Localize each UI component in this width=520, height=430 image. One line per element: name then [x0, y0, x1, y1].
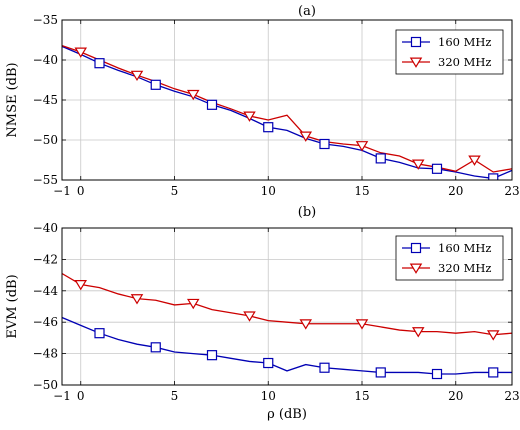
series-group — [62, 44, 512, 180]
chart-panel-a: −1 0 5 10 15 20 23 −55 −50 −45 −40 −35 (a) NMSE (dB) 1… — [5, 4, 520, 198]
x-tick-label: 10 — [261, 184, 276, 198]
y-tick-label: −45 — [33, 93, 58, 107]
series-marker-0 — [375, 153, 386, 164]
legend-marker-0 — [410, 242, 422, 254]
x-tick-label: 15 — [354, 184, 369, 198]
legend-label-0: 160 MHz — [438, 241, 491, 255]
grid — [62, 228, 512, 385]
series-marker-0 — [206, 99, 218, 110]
legend-marker-1 — [409, 263, 423, 274]
panel-title: (a) — [298, 4, 316, 19]
series-marker-0 — [431, 163, 443, 174]
series-marker-0 — [319, 362, 330, 373]
series-marker-1 — [411, 327, 425, 338]
y-tick-label: −40 — [33, 221, 58, 235]
x-tick-label: −1 — [53, 389, 71, 403]
series-marker-0 — [263, 122, 274, 133]
legend: 160 MHz 320 MHz — [395, 29, 504, 75]
series-marker-1 — [130, 294, 144, 305]
y-axis-label: EVM (dB) — [5, 274, 20, 338]
legend: 160 MHz 320 MHz — [395, 235, 504, 281]
tick-labels: −1 0 5 10 15 20 23 −50 −48 −46 −44 −42 −40 — [33, 221, 520, 403]
series-marker-0 — [94, 328, 105, 339]
x-tick-label: 20 — [448, 184, 463, 198]
series-group — [62, 272, 512, 380]
series-marker-1 — [130, 70, 144, 82]
x-tick-label: 15 — [354, 389, 369, 403]
series-marker-1 — [355, 141, 369, 152]
series-marker-0 — [206, 350, 218, 361]
y-tick-label: −40 — [33, 53, 58, 67]
series-marker-1 — [468, 155, 481, 166]
series-marker-1 — [299, 319, 313, 330]
series-marker-1 — [243, 311, 256, 322]
legend-label-1: 320 MHz — [438, 55, 491, 69]
series-marker-0 — [150, 79, 161, 90]
series-marker-0 — [263, 357, 274, 369]
legend-label-0: 160 MHz — [438, 35, 491, 49]
y-axis-label: NMSE (dB) — [5, 62, 20, 137]
series-marker-0 — [375, 367, 386, 378]
series-marker-1 — [74, 280, 88, 291]
y-tick-label: −50 — [33, 378, 58, 392]
y-tick-label: −50 — [33, 133, 58, 147]
x-tick-label: 23 — [504, 184, 519, 198]
y-tick-label: −44 — [33, 284, 59, 298]
x-tick-label: 0 — [77, 184, 85, 198]
y-tick-label: −35 — [33, 13, 58, 27]
y-tick-label: −46 — [33, 315, 58, 329]
series-marker-1 — [74, 47, 88, 58]
series-marker-0 — [488, 173, 499, 180]
x-tick-label: 10 — [261, 389, 276, 403]
series-marker-1 — [299, 131, 313, 142]
series-marker-1 — [186, 298, 200, 310]
legend-marker-1 — [409, 57, 423, 68]
series-marker-1 — [355, 319, 369, 330]
plot-frame — [61, 19, 513, 181]
plot-frame — [61, 227, 513, 386]
series-marker-0 — [94, 58, 105, 69]
series-marker-0 — [431, 368, 443, 380]
y-tick-label: −42 — [33, 252, 58, 266]
y-tick-label: −48 — [33, 347, 58, 361]
x-tick-label: 0 — [77, 389, 85, 403]
series-line-0 — [62, 316, 512, 375]
x-axis-label: ρ (dB) — [267, 407, 307, 422]
x-tick-label: 5 — [171, 389, 179, 403]
series-marker-0 — [488, 367, 499, 378]
series-marker-1 — [411, 159, 425, 170]
legend-marker-0 — [410, 36, 422, 48]
panel-title: (b) — [298, 205, 316, 220]
chart-panel-b: −1 0 5 10 15 20 23 −50 −48 −46 −44 −42 −40 (b) EVM (dB… — [5, 205, 520, 422]
series-marker-1 — [486, 330, 500, 341]
series-marker-1 — [243, 111, 256, 122]
x-tick-label: 5 — [171, 184, 179, 198]
series-marker-1 — [186, 89, 200, 101]
x-tick-label: 23 — [504, 389, 519, 403]
x-tick-label: 20 — [448, 389, 463, 403]
tick-labels: −1 0 5 10 15 20 23 −55 −50 −45 −40 −35 — [33, 13, 520, 198]
legend-label-1: 320 MHz — [438, 261, 491, 275]
x-tick-label: −1 — [53, 184, 71, 198]
series-marker-0 — [150, 342, 161, 353]
y-tick-label: −55 — [33, 173, 58, 187]
series-line-1 — [62, 272, 512, 336]
series-marker-0 — [319, 138, 330, 150]
